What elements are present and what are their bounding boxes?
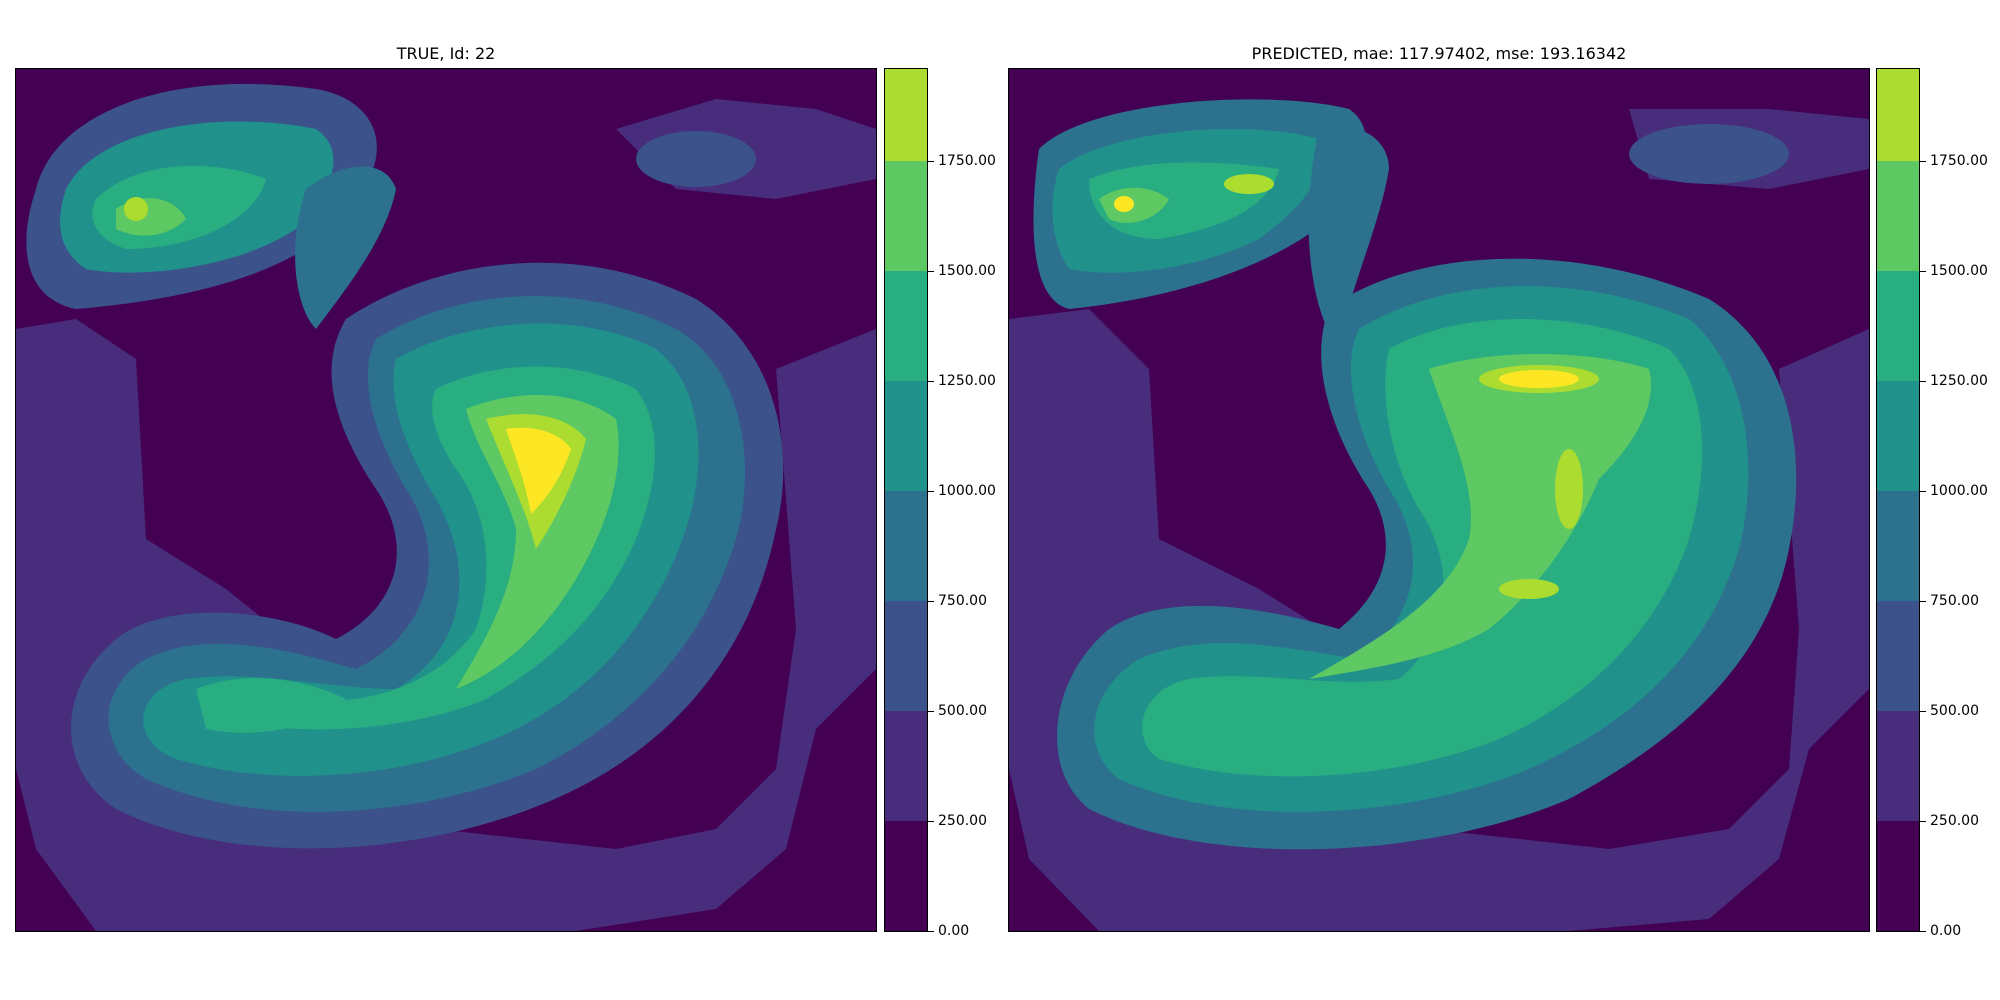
colorbar-tick-label: 250.00 xyxy=(938,813,987,830)
colorbar-tick-label: 1000.00 xyxy=(1930,483,1988,500)
colorbar-tick-label: 1750.00 xyxy=(1930,153,1988,170)
predicted-panel-title: PREDICTED, mae: 117.97402, mse: 193.1634… xyxy=(1251,44,1627,63)
colorbar-tick xyxy=(928,491,934,493)
colorbar-band xyxy=(885,821,927,931)
true-heightmap xyxy=(15,68,877,932)
colorbar-band xyxy=(885,711,927,822)
colorbar-tick xyxy=(928,381,934,383)
colorbar-tick-label: 1750.00 xyxy=(938,153,996,170)
true-colorbar xyxy=(884,68,928,932)
colorbar-tick xyxy=(1920,161,1926,163)
colorbar-band xyxy=(1877,161,1919,272)
colorbar-band xyxy=(885,69,927,162)
colorbar-tick-label: 1250.00 xyxy=(938,373,996,390)
colorbar-tick-label: 750.00 xyxy=(1930,593,1979,610)
true-panel-title: TRUE, Id: 22 xyxy=(396,44,496,63)
predicted-colorbar xyxy=(1876,68,1920,932)
colorbar-tick-label: 0.00 xyxy=(1930,923,1962,939)
colorbar-band xyxy=(885,491,927,602)
colorbar-tick-label: 0.00 xyxy=(938,923,970,939)
colorbar-band xyxy=(1877,601,1919,712)
colorbar-tick-label: 500.00 xyxy=(938,703,987,720)
colorbar-tick-label: 250.00 xyxy=(1930,813,1979,830)
colorbar-tick xyxy=(1920,381,1926,383)
true-heightmap-svg xyxy=(16,69,876,931)
colorbar-tick-label: 500.00 xyxy=(1930,703,1979,720)
colorbar-tick-label: 1500.00 xyxy=(1930,263,1988,280)
colorbar-tick xyxy=(1920,271,1926,273)
colorbar-band xyxy=(1877,381,1919,492)
colorbar-band xyxy=(1877,711,1919,822)
colorbar-tick xyxy=(1920,821,1926,823)
colorbar-tick xyxy=(1920,491,1926,493)
colorbar-band xyxy=(885,161,927,272)
colorbar-band xyxy=(1877,491,1919,602)
colorbar-tick-label: 1250.00 xyxy=(1930,373,1988,390)
colorbar-band xyxy=(1877,271,1919,382)
colorbar-tick-label: 750.00 xyxy=(938,593,987,610)
colorbar-tick-label: 1000.00 xyxy=(938,483,996,500)
colorbar-tick xyxy=(928,931,934,932)
colorbar-tick xyxy=(1920,601,1926,603)
colorbar-tick xyxy=(928,821,934,823)
colorbar-band xyxy=(885,381,927,492)
colorbar-tick-label: 1500.00 xyxy=(938,263,996,280)
predicted-heightmap-svg xyxy=(1009,69,1869,931)
colorbar-tick xyxy=(928,711,934,713)
colorbar-tick xyxy=(1920,711,1926,713)
colorbar-tick xyxy=(928,161,934,163)
colorbar-tick xyxy=(928,601,934,603)
colorbar-tick xyxy=(1920,931,1926,932)
colorbar-tick xyxy=(928,271,934,273)
colorbar-band xyxy=(885,271,927,382)
predicted-heightmap xyxy=(1008,68,1870,932)
colorbar-band xyxy=(885,601,927,712)
colorbar-band xyxy=(1877,821,1919,931)
colorbar-band xyxy=(1877,69,1919,162)
